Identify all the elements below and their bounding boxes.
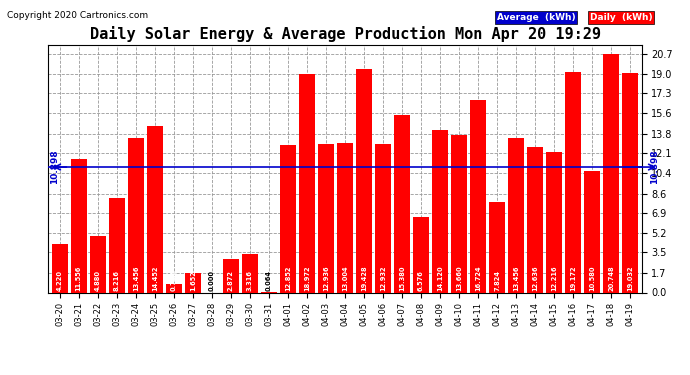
Text: 19.032: 19.032 xyxy=(627,265,633,291)
Text: 15.380: 15.380 xyxy=(399,265,405,291)
Text: Daily  (kWh): Daily (kWh) xyxy=(590,13,653,22)
Bar xyxy=(470,100,486,292)
Bar xyxy=(394,116,410,292)
Text: 19.428: 19.428 xyxy=(361,265,367,291)
Bar xyxy=(90,236,106,292)
Bar xyxy=(280,144,296,292)
Bar xyxy=(489,202,505,292)
Bar xyxy=(546,152,562,292)
Text: 10.898: 10.898 xyxy=(650,150,659,184)
Text: 6.576: 6.576 xyxy=(418,270,424,291)
Text: 14.120: 14.120 xyxy=(437,265,443,291)
Bar xyxy=(603,54,620,292)
Text: 12.936: 12.936 xyxy=(323,265,329,291)
Bar xyxy=(622,74,638,292)
Bar xyxy=(52,244,68,292)
Text: 10.580: 10.580 xyxy=(589,265,595,291)
Bar xyxy=(299,74,315,292)
Text: 12.216: 12.216 xyxy=(551,265,558,291)
Bar xyxy=(128,138,144,292)
Bar xyxy=(166,284,182,292)
Text: 18.972: 18.972 xyxy=(304,265,310,291)
Bar xyxy=(109,198,125,292)
Text: 1.652: 1.652 xyxy=(190,270,196,291)
Bar xyxy=(584,171,600,292)
Text: 13.456: 13.456 xyxy=(513,265,519,291)
Bar xyxy=(413,217,429,292)
Bar xyxy=(508,138,524,292)
Bar xyxy=(565,72,581,292)
Text: 8.216: 8.216 xyxy=(114,270,120,291)
Bar xyxy=(70,159,87,292)
Text: 20.748: 20.748 xyxy=(609,265,614,291)
Text: 4.220: 4.220 xyxy=(57,270,63,291)
Text: 12.636: 12.636 xyxy=(532,265,538,291)
Bar xyxy=(223,260,239,292)
Text: 19.172: 19.172 xyxy=(570,265,576,291)
Text: 13.660: 13.660 xyxy=(456,265,462,291)
Text: 0.064: 0.064 xyxy=(266,270,272,291)
Text: 2.872: 2.872 xyxy=(228,270,234,291)
Text: 12.932: 12.932 xyxy=(380,265,386,291)
Bar xyxy=(375,144,391,292)
Text: 4.880: 4.880 xyxy=(95,270,101,291)
Text: Average  (kWh): Average (kWh) xyxy=(497,13,575,22)
Bar xyxy=(432,130,448,292)
Bar xyxy=(356,69,372,292)
Text: 16.724: 16.724 xyxy=(475,265,481,291)
Text: Copyright 2020 Cartronics.com: Copyright 2020 Cartronics.com xyxy=(7,11,148,20)
Text: 13.004: 13.004 xyxy=(342,265,348,291)
Text: 13.456: 13.456 xyxy=(132,265,139,291)
Text: 12.852: 12.852 xyxy=(285,265,291,291)
Bar xyxy=(451,135,467,292)
Bar xyxy=(147,126,163,292)
Bar xyxy=(241,254,258,292)
Bar xyxy=(318,144,334,292)
Text: 3.316: 3.316 xyxy=(247,270,253,291)
Text: 0.000: 0.000 xyxy=(209,270,215,291)
Text: 14.452: 14.452 xyxy=(152,265,158,291)
Title: Daily Solar Energy & Average Production Mon Apr 20 19:29: Daily Solar Energy & Average Production … xyxy=(90,27,600,42)
Bar xyxy=(337,143,353,292)
Bar xyxy=(527,147,543,292)
Text: 10.898: 10.898 xyxy=(50,150,59,184)
Bar xyxy=(185,273,201,292)
Text: 0.716: 0.716 xyxy=(171,270,177,291)
Text: 7.824: 7.824 xyxy=(494,270,500,291)
Text: 11.556: 11.556 xyxy=(76,266,81,291)
